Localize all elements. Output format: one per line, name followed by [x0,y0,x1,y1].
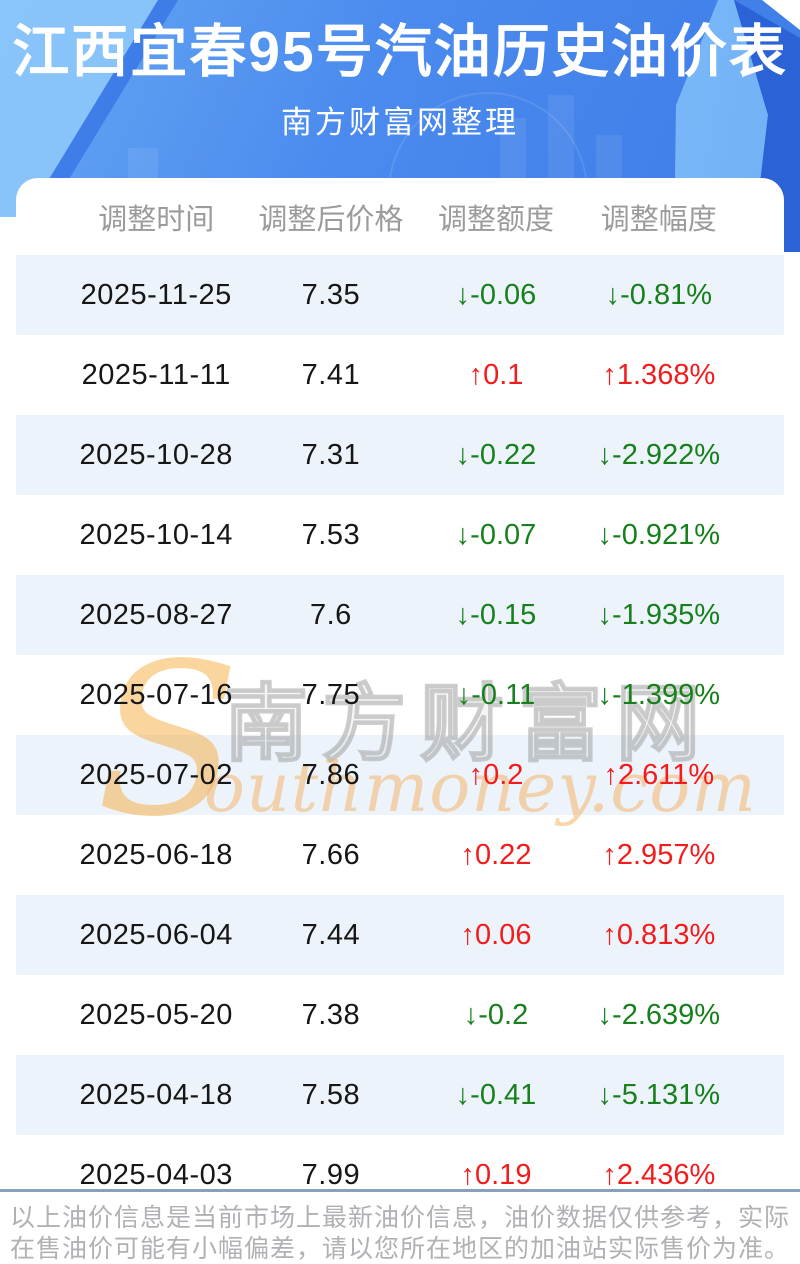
footer-line1: 以上油价信息是当前市场上最新油价信息，油价数据仅供参考，实际 [9,1204,790,1232]
cell-change-amount: ↓-0.22 [455,438,537,471]
cell-change-amount: ↑0.06 [460,918,532,951]
table-row: 2025-10-14 7.53 ↓-0.07 ↓-0.921% [16,495,784,575]
col-header-adjust-percent: 调整幅度 [600,203,717,236]
cell-adjusted-price: 7.44 [301,918,361,951]
cell-change-percent: ↓-0.921% [597,518,721,551]
table-header-row: 调整时间 调整后价格 调整额度 调整幅度 [16,178,784,255]
cell-adjust-date: 2025-06-18 [79,838,233,871]
cell-change-percent: ↑2.436% [602,1158,716,1191]
cell-adjusted-price: 7.41 [301,358,361,391]
cell-adjust-date: 2025-08-27 [79,598,233,631]
cell-change-amount: ↓-0.41 [455,1078,537,1111]
cell-adjusted-price: 7.6 [309,598,352,631]
cell-change-percent: ↓-1.399% [597,678,721,711]
cell-change-amount: ↓-0.06 [455,278,537,311]
table-row: 2025-11-11 7.41 ↑0.1 ↑1.368% [16,335,784,415]
cell-adjusted-price: 7.66 [301,838,361,871]
cell-change-percent: ↓-0.81% [605,278,712,311]
cell-change-amount: ↑0.2 [468,758,524,791]
footer-divider [0,1189,800,1192]
table-row: 2025-06-04 7.44 ↑0.06 ↑0.813% [16,895,784,975]
cell-change-amount: ↑0.22 [460,838,532,871]
cell-change-percent: ↓-5.131% [597,1078,721,1111]
cell-change-percent: ↑2.957% [602,838,716,871]
cell-adjust-date: 2025-11-25 [80,278,232,311]
table-row: 2025-04-18 7.58 ↓-0.41 ↓-5.131% [16,1055,784,1135]
cell-adjusted-price: 7.75 [301,678,361,711]
table-row: 2025-07-02 7.86 ↑0.2 ↑2.611% [16,735,784,815]
cell-adjusted-price: 7.86 [301,758,361,791]
table-row: 2025-06-18 7.66 ↑0.22 ↑2.957% [16,815,784,895]
col-header-adjust-time: 调整时间 [98,203,215,236]
deco-circle-outline [388,92,588,262]
cell-adjusted-price: 7.58 [301,1078,361,1111]
cell-change-percent: ↑2.611% [603,758,715,791]
deco-candlestick [500,118,526,188]
footer-line2: 在售油价可能有小幅偏差，请以您所在地区的加油站实际售价为准。 [9,1235,790,1263]
cell-adjusted-price: 7.31 [301,438,361,471]
cell-adjust-date: 2025-07-02 [79,758,233,791]
col-header-adjust-amount: 调整额度 [437,203,554,236]
cell-change-amount: ↑0.1 [468,358,524,391]
cell-adjust-date: 2025-06-04 [79,918,233,951]
cell-change-percent: ↓-2.922% [597,438,721,471]
cell-change-percent: ↑0.813% [602,918,716,951]
cell-adjust-date: 2025-04-03 [79,1158,233,1191]
cell-adjust-date: 2025-07-16 [79,678,233,711]
table-row: 2025-08-27 7.6 ↓-0.15 ↓-1.935% [16,575,784,655]
cell-adjust-date: 2025-05-20 [79,998,233,1031]
cell-change-amount: ↓-0.07 [455,518,537,551]
cell-adjust-date: 2025-10-14 [79,518,233,551]
cell-adjusted-price: 7.38 [301,998,361,1031]
cell-change-amount: ↓-0.15 [455,598,537,631]
table-row: 2025-11-25 7.35 ↓-0.06 ↓-0.81% [16,255,784,335]
page-subtitle: 南方财富网整理 [281,105,519,140]
cell-change-amount: ↑0.19 [460,1158,532,1191]
table-row: 2025-07-16 7.75 ↓-0.11 ↓-1.399% [16,655,784,735]
cell-change-percent: ↓-2.639% [597,998,721,1031]
cell-change-percent: ↑1.368% [602,358,716,391]
footer-disclaimer: 以上油价信息是当前市场上最新油价信息，油价数据仅供参考，实际 在售油价可能有小幅… [0,1203,800,1264]
cell-adjust-date: 2025-04-18 [79,1078,233,1111]
table-row: 2025-04-03 7.99 ↑0.19 ↑2.436% [16,1135,784,1215]
cell-change-percent: ↓-1.935% [597,598,721,631]
table-row: 2025-05-20 7.38 ↓-0.2 ↓-2.639% [16,975,784,1055]
cell-adjust-date: 2025-10-28 [79,438,233,471]
cell-change-amount: ↓-0.2 [463,998,529,1031]
cell-adjusted-price: 7.99 [301,1158,361,1191]
cell-adjusted-price: 7.35 [301,278,361,311]
price-table-body: 2025-11-25 7.35 ↓-0.06 ↓-0.81% 2025-11-1… [16,255,784,1215]
price-table: 调整时间 调整后价格 调整额度 调整幅度 2025-11-25 7.35 ↓-0… [16,178,784,1215]
cell-adjusted-price: 7.53 [301,518,361,551]
col-header-adjusted-price: 调整后价格 [258,203,404,236]
price-table-card: 调整时间 调整后价格 调整额度 调整幅度 2025-11-25 7.35 ↓-0… [16,178,784,1191]
cell-change-amount: ↓-0.11 [456,678,536,711]
table-row: 2025-10-28 7.31 ↓-0.22 ↓-2.922% [16,415,784,495]
page-title: 江西宜春95号汽油历史油价表 [12,20,788,84]
cell-adjust-date: 2025-11-11 [81,358,231,391]
